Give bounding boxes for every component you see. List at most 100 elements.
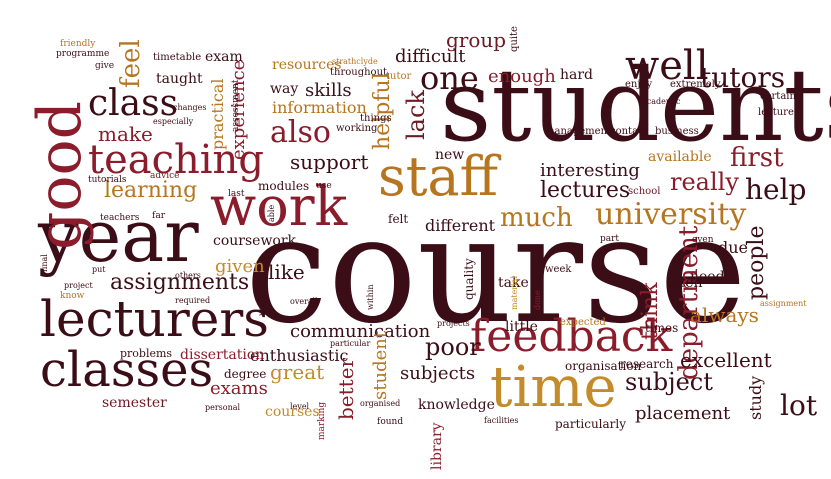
word-exam: exam [205,49,243,65]
word-help: help [745,173,807,206]
word-knowledge: knowledge [418,397,495,413]
word-know: know [60,291,85,301]
word-expected: expected [560,317,606,328]
word-teachers: teachers [100,213,140,223]
word-final: final [40,254,49,272]
word-enthusiastic: enthusiastic [250,346,349,365]
word-year: year [38,194,199,278]
word-helpful: helpful [370,72,395,150]
word-teaching: teaching [88,137,264,183]
word-lot: lot [780,389,818,422]
word-felt: felt [388,212,409,226]
word-level: level [290,402,310,411]
word-university: university [595,197,747,232]
word-enjoy: enjoy [625,79,653,90]
word-first: first [730,143,784,173]
word-business: business [655,126,699,137]
word-quality: quality [462,258,476,300]
word-academic: academic [642,97,681,106]
word-changes: changes [173,103,207,112]
word-assessment: assessment [231,79,241,132]
word-skills: skills [305,80,352,101]
word-dissertation: dissertation [180,347,265,363]
word-better: better [334,357,358,420]
word-things: things [360,113,392,124]
word-often: often [666,275,703,291]
word-found: found [377,417,404,427]
word-management: management [545,126,612,137]
word-research: research [620,357,674,371]
word-available: available [648,149,712,165]
word-subjects: subjects [400,363,476,384]
word-staff: staff [378,145,498,208]
word-facilities: facilities [484,416,519,425]
word-assignment: assignment [760,299,807,308]
word-students: students [440,47,831,164]
word-advice: advice [150,171,180,181]
word-modules: modules [258,179,310,193]
word-poor: poor [425,333,481,361]
word-well: well [625,43,709,89]
word-others: others [175,271,201,280]
word-student: student [370,330,391,400]
word-overall: overall [290,297,318,306]
word-make: make [98,122,153,146]
word-lectures: lectures [540,178,631,203]
word-study: study [746,375,765,420]
word-difficult: difficult [395,46,466,67]
word-organised: organised [360,399,401,408]
word-assignments: assignments [110,270,250,295]
word-really: really [670,168,739,196]
word-lecturers: lecturers [40,290,269,348]
word-within: within [366,284,375,310]
word-friendly: friendly [60,39,96,49]
word-group: group [446,28,507,52]
word-throughout: throughout [330,67,388,78]
word-certain: certain [760,91,796,102]
word-taught: taught [156,71,203,87]
word-placement: placement [635,403,731,424]
word-exams: exams [210,378,268,399]
word-degree: degree [224,367,267,381]
word-always: always [690,303,759,327]
word-learning: learning [104,178,198,203]
word-library: library [429,422,445,470]
word-tutors: tutors [700,61,786,94]
word-way: way [270,81,299,97]
word-great: great [270,360,325,384]
word-little: little [505,319,538,335]
word-particularly: particularly [555,417,627,431]
word-subject: subject [625,368,713,396]
word-contact: contact [610,126,648,137]
word-even: even [692,235,714,245]
word-particular: particular [330,339,371,348]
word-school: school [628,186,661,197]
word-tutorials: tutorials [88,175,127,185]
word-class: class [88,83,179,124]
word-work: work [210,175,348,238]
word-practical: practical [208,78,227,150]
word-problems: problems [120,347,173,360]
word-good: good [25,100,95,250]
word-interesting: interesting [540,160,640,181]
word-given: given [215,256,265,277]
word-take: take [498,275,529,291]
word-feedback: feedback [470,311,673,362]
word-coursework: coursework [213,233,297,249]
word-able: able [267,204,276,222]
word-much: much [500,203,573,233]
word-course: course [245,184,747,356]
word-enough: enough [488,66,556,87]
word-need: need [690,269,725,285]
word-feel: feel [116,39,146,88]
word-part: part [600,234,620,244]
word-time: time [490,355,617,420]
word-material: material [510,275,519,310]
word-programme: programme [56,49,110,59]
word-lecture: lecture [758,107,794,118]
word-also: also [270,115,331,150]
word-marking: marking [317,401,327,440]
word-working: working [336,123,378,134]
word-support: support [290,150,369,174]
